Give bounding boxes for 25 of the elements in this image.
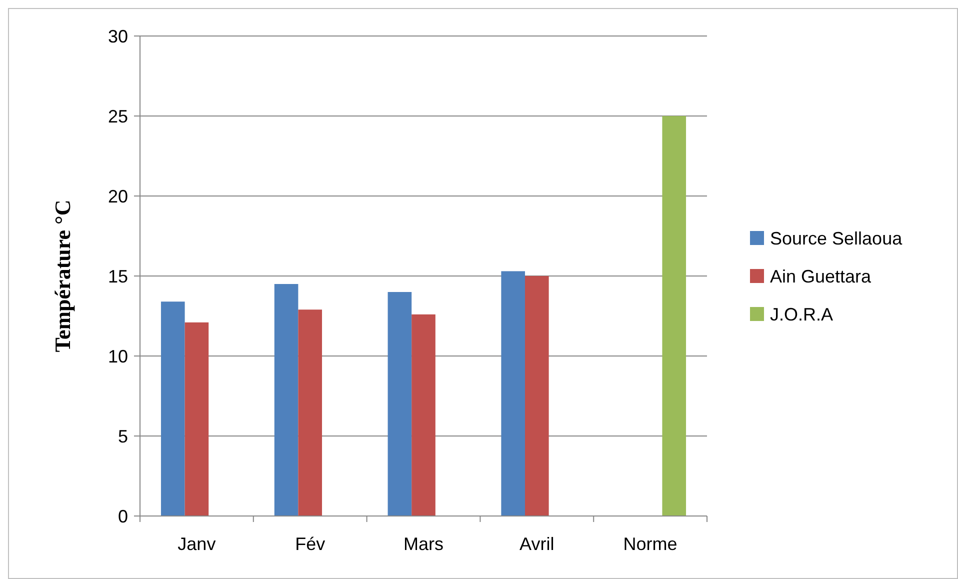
y-tick-label: 0 (118, 506, 128, 526)
y-tick-label: 30 (108, 26, 128, 46)
y-tick-label: 25 (108, 106, 128, 126)
x-tick-label: Mars (404, 534, 444, 554)
x-tick-label: Avril (520, 534, 554, 554)
bar (524, 276, 549, 516)
y-tick-label: 5 (118, 426, 128, 446)
bar (298, 310, 322, 516)
legend-label: J.O.R.A (770, 304, 834, 324)
legend-label: Ain Guettara (770, 266, 872, 286)
x-tick-label: Fév (295, 534, 326, 554)
legend-label: Source Sellaoua (770, 228, 904, 248)
x-tick-label: Janv (178, 534, 216, 554)
y-tick-label: 10 (108, 346, 128, 366)
bar (184, 322, 209, 516)
bar (160, 302, 185, 516)
bar (412, 314, 436, 516)
y-axis-title: Température °C (50, 200, 75, 352)
bar (662, 116, 686, 516)
bar (388, 292, 412, 516)
x-tick-label: Norme (623, 534, 678, 554)
y-tick-label: 20 (108, 186, 128, 206)
y-tick-label: 15 (108, 266, 128, 286)
bar (501, 271, 525, 516)
bar (274, 284, 298, 516)
